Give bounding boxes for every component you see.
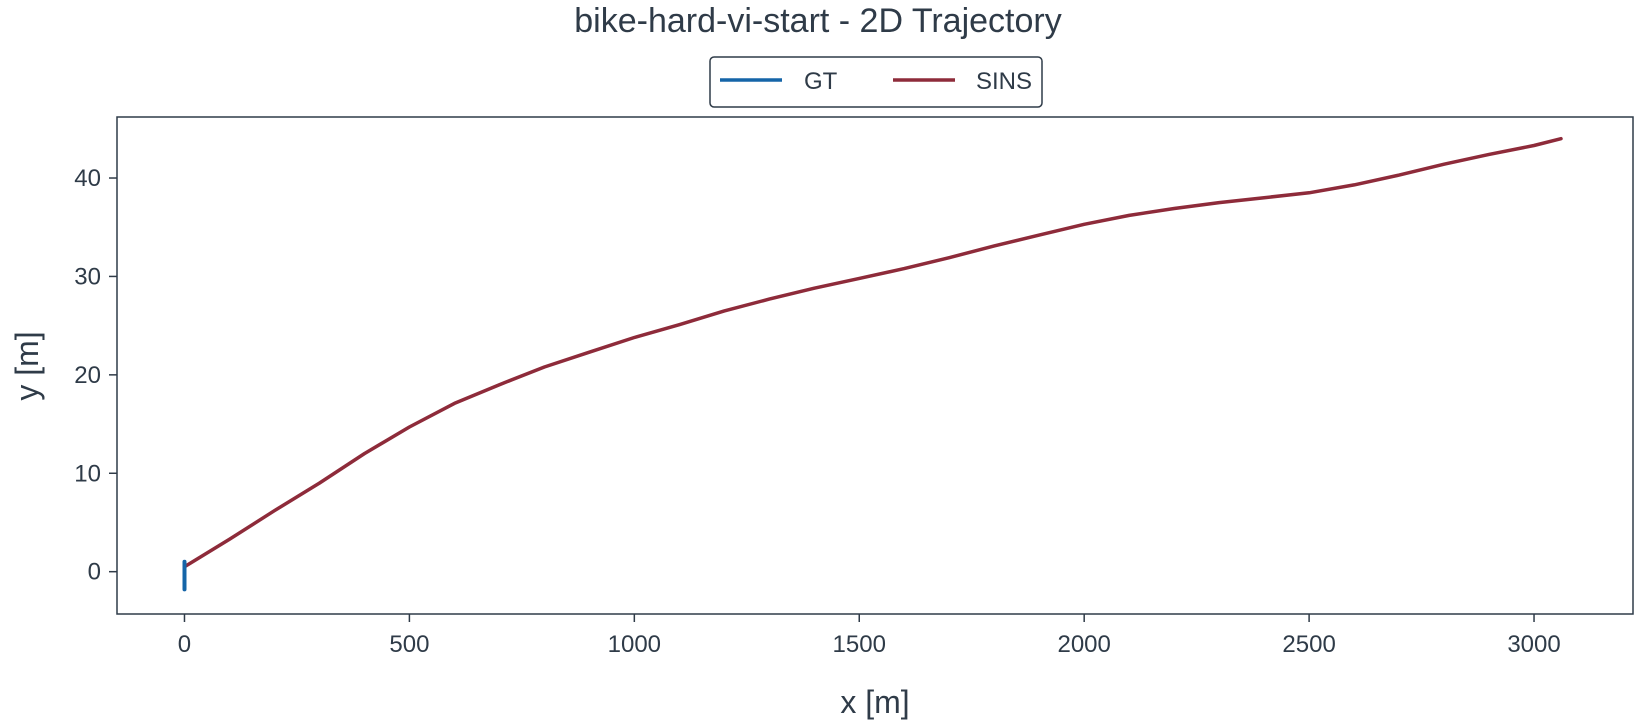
x-axis-label: x [m] xyxy=(840,684,909,720)
legend-box xyxy=(709,56,1043,108)
chart-title: bike-hard-vi-start - 2D Trajectory xyxy=(574,2,1061,40)
x-tick-label: 2000 xyxy=(1057,631,1110,658)
x-tick-label: 0 xyxy=(178,631,191,658)
y-axis: 0 10 20 30 40 xyxy=(74,165,117,586)
plot-area-frame xyxy=(116,116,1634,615)
x-axis: 0 500 1000 1500 2000 2500 3000 xyxy=(178,614,1561,658)
x-tick-label: 1000 xyxy=(608,631,661,658)
y-tick-label: 40 xyxy=(74,165,101,192)
x-tick-label: 500 xyxy=(389,631,429,658)
y-tick-label: 0 xyxy=(88,559,101,586)
legend-label-sins: SINS xyxy=(976,68,1032,95)
x-tick-label: 1500 xyxy=(833,631,886,658)
legend: GT SINS xyxy=(709,56,1043,108)
y-tick-label: 10 xyxy=(74,460,101,487)
x-tick-label: 2500 xyxy=(1282,631,1335,658)
y-tick-label: 30 xyxy=(74,263,101,290)
x-tick-label: 3000 xyxy=(1507,631,1560,658)
legend-label-gt: GT xyxy=(804,68,838,95)
series-layer xyxy=(182,136,1563,592)
series-line-sins xyxy=(182,136,1563,569)
y-tick-label: 20 xyxy=(74,362,101,389)
y-axis-label: y [m] xyxy=(9,331,45,400)
